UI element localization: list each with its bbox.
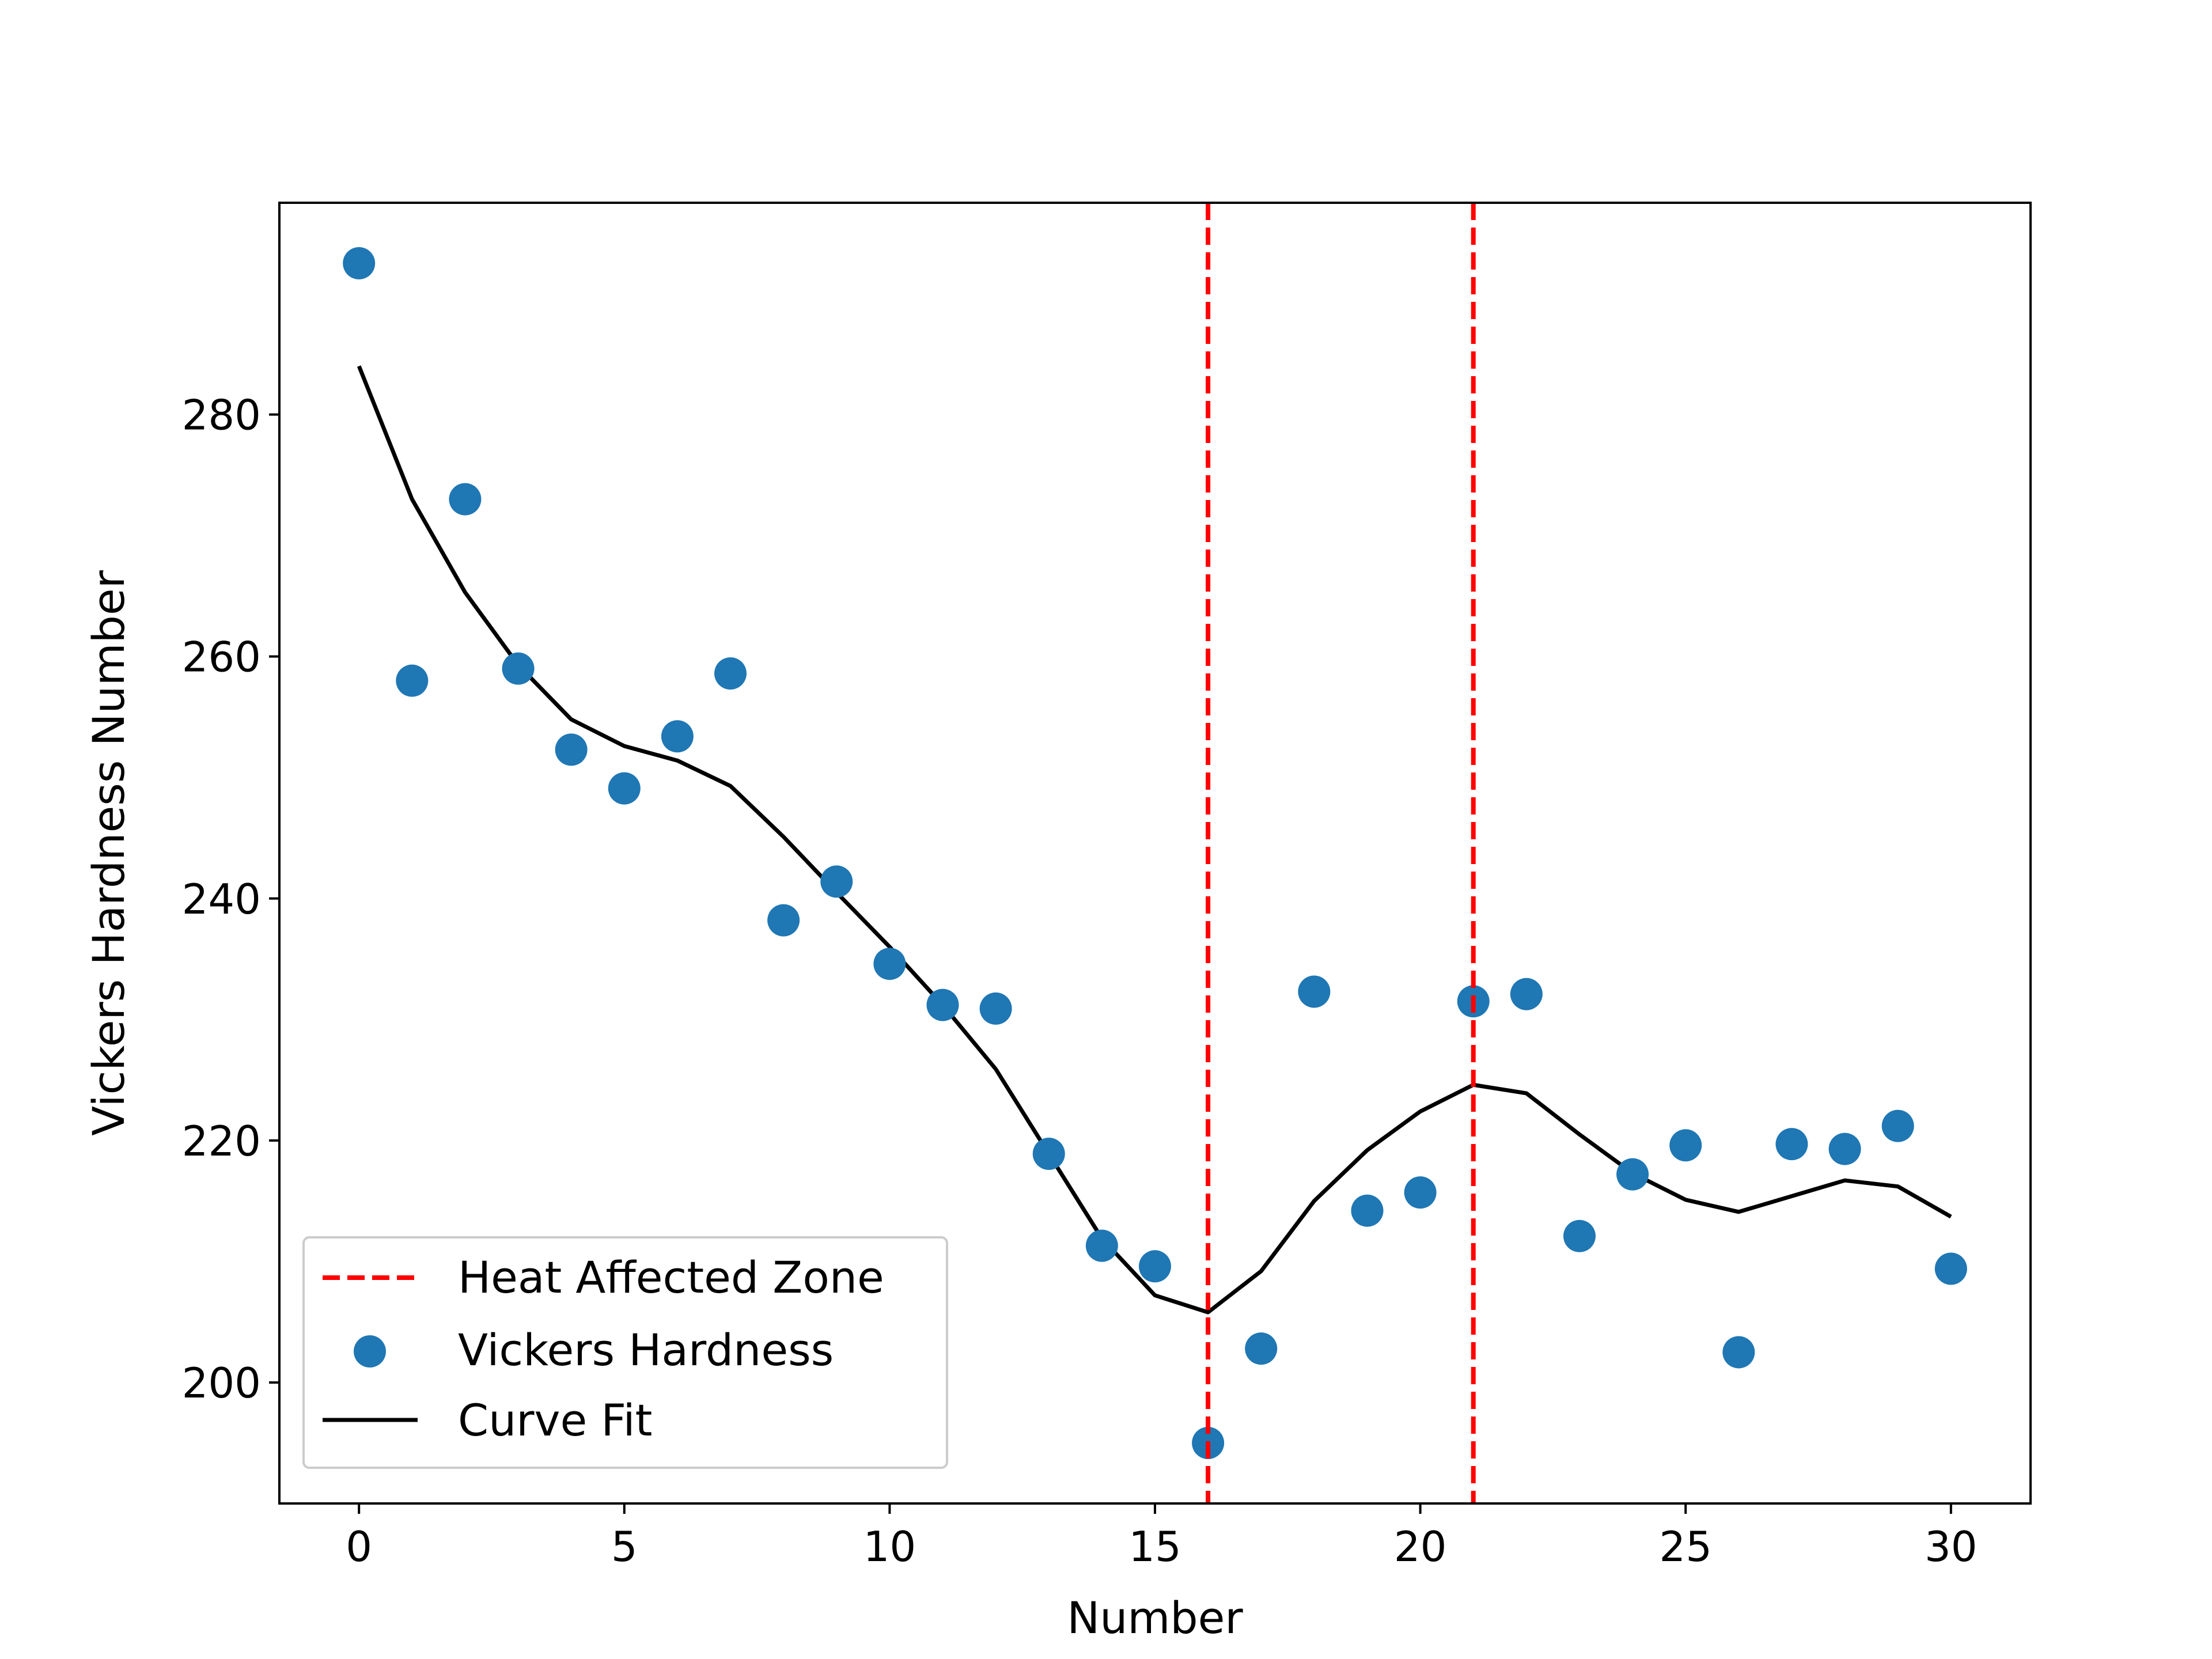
vickers-hardness-point-8 bbox=[767, 904, 800, 937]
vickers-hardness-point-26 bbox=[1722, 1336, 1755, 1369]
vickers-hardness-point-13 bbox=[1032, 1137, 1065, 1170]
vickers-hardness-point-15 bbox=[1139, 1250, 1171, 1283]
vickers-hardness-point-20 bbox=[1404, 1176, 1437, 1209]
y-tick-label-260: 260 bbox=[182, 633, 261, 681]
vickers-hardness-point-2 bbox=[449, 483, 482, 516]
y-tick-label-220: 220 bbox=[182, 1117, 261, 1165]
y-axis: 200 220 240 260 280 bbox=[182, 391, 279, 1407]
y-tick-label-280: 280 bbox=[182, 391, 261, 440]
legend-box bbox=[302, 1236, 948, 1469]
vickers-hardness-point-14 bbox=[1085, 1229, 1118, 1262]
legend: Heat Affected Zone Vickers Hardness Curv… bbox=[302, 1236, 948, 1469]
vickers-hardness-point-18 bbox=[1298, 975, 1331, 1008]
x-tick-label-25: 25 bbox=[1659, 1522, 1712, 1571]
vickers-hardness-point-27 bbox=[1775, 1128, 1808, 1161]
x-tick-label-15: 15 bbox=[1128, 1522, 1181, 1571]
vickers-hardness-point-5 bbox=[608, 772, 641, 805]
vickers-hardness-point-22 bbox=[1510, 978, 1543, 1010]
x-axis: 0 5 10 15 20 25 30 bbox=[346, 1503, 1978, 1571]
curve-fit-line bbox=[357, 365, 1952, 1315]
x-tick-label-0: 0 bbox=[346, 1522, 372, 1571]
vickers-hardness-point-30 bbox=[1934, 1252, 1967, 1285]
vickers-hardness-point-28 bbox=[1828, 1132, 1861, 1165]
vickers-hardness-point-10 bbox=[873, 948, 906, 980]
plot-area bbox=[343, 203, 1967, 1503]
legend-heat-affected-zone-label: Heat Affected Zone bbox=[458, 1252, 884, 1303]
vickers-hardness-point-23 bbox=[1563, 1219, 1596, 1252]
vickers-hardness-point-4 bbox=[555, 733, 588, 766]
x-tick-label-20: 20 bbox=[1394, 1522, 1447, 1571]
vickers-hardness-point-7 bbox=[714, 657, 747, 690]
y-tick-label-240: 240 bbox=[182, 875, 261, 923]
vickers-hardness-point-29 bbox=[1881, 1109, 1914, 1142]
vickers-hardness-point-6 bbox=[661, 720, 694, 753]
legend-curve-fit-label: Curve Fit bbox=[458, 1395, 652, 1446]
vickers-hardness-point-17 bbox=[1245, 1332, 1278, 1365]
vickers-hardness-point-9 bbox=[820, 865, 853, 898]
legend-vickers-hardness-marker bbox=[354, 1335, 386, 1368]
legend-vickers-hardness-label: Vickers Hardness bbox=[458, 1324, 834, 1376]
vickers-hardness-point-25 bbox=[1669, 1129, 1702, 1162]
y-tick-label-200: 200 bbox=[182, 1359, 261, 1407]
vickers-hardness-point-3 bbox=[502, 652, 535, 685]
vickers-hardness-point-12 bbox=[979, 992, 1012, 1025]
x-axis-label: Number bbox=[1067, 1592, 1243, 1643]
vickers-hardness-point-19 bbox=[1351, 1194, 1384, 1227]
vickers-hardness-point-1 bbox=[396, 664, 429, 697]
vickers-hardness-point-24 bbox=[1616, 1158, 1649, 1191]
x-tick-label-5: 5 bbox=[611, 1522, 638, 1571]
vickers-hardness-point-11 bbox=[926, 988, 959, 1021]
vickers-hardness-point-0 bbox=[343, 247, 376, 280]
x-tick-label-10: 10 bbox=[863, 1522, 916, 1571]
x-tick-label-30: 30 bbox=[1925, 1522, 1978, 1571]
y-axis-label: Vickers Hardness Number bbox=[83, 570, 134, 1135]
